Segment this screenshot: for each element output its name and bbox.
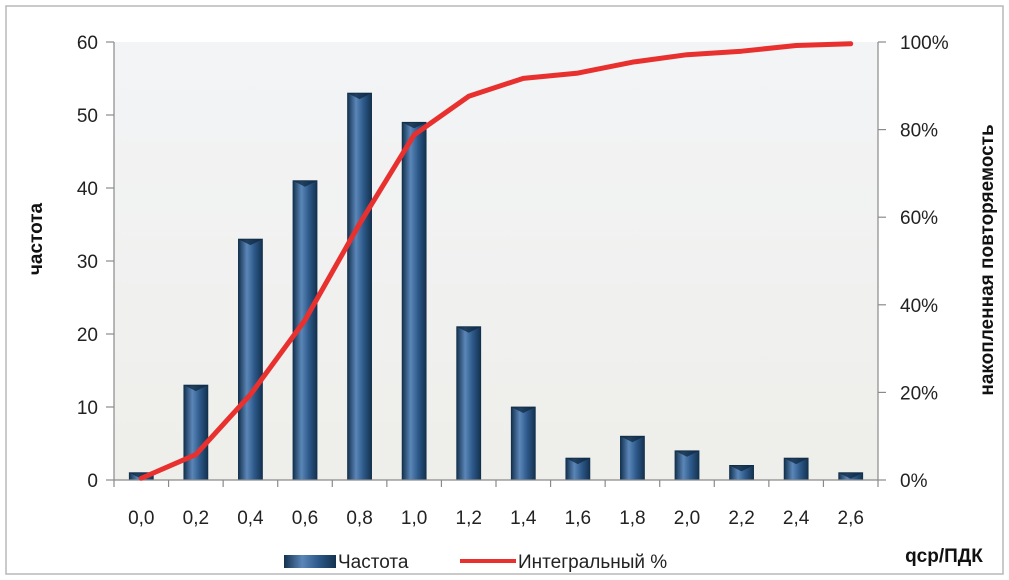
y-tick-label: 60: [77, 33, 98, 54]
y-axis-title: частота: [26, 202, 47, 275]
bar: [620, 435, 645, 481]
line-point: [193, 452, 198, 457]
legend-label-bar: Частота: [338, 552, 409, 573]
bar-bevel: [456, 326, 481, 333]
bar: [183, 384, 209, 481]
bars-group: [128, 92, 864, 481]
x-tick-label: 2,4: [783, 508, 810, 529]
x-tick-label: 2,0: [674, 508, 700, 529]
bar-bevel: [838, 472, 863, 479]
y-tick-label: 50: [77, 106, 98, 127]
line-point: [303, 318, 307, 323]
line-point: [575, 71, 580, 76]
y-tick-label: 30: [77, 252, 98, 273]
y-tick-label: 40: [77, 179, 98, 200]
bar-bevel: [511, 407, 536, 413]
line-point: [630, 60, 635, 65]
line-point: [248, 392, 253, 397]
axes-group: [106, 41, 886, 487]
line-point: [848, 41, 853, 46]
line-point: [521, 76, 526, 81]
plot-area: [114, 42, 878, 480]
bar-bevel: [293, 180, 317, 187]
x-axis-title: qср/ПДК: [905, 546, 983, 567]
line-point: [685, 52, 689, 57]
line-point: [139, 476, 144, 481]
cumulative-line: [138, 41, 854, 481]
y-right-tick-label: 100%: [900, 33, 949, 54]
bar-bevel: [729, 465, 754, 472]
bar-bevel: [347, 93, 372, 100]
bar-bevel: [675, 450, 699, 457]
x-tick-label: 0,4: [237, 508, 264, 529]
y-right-tick-label: 0%: [900, 471, 928, 492]
x-tick-label: 0,6: [292, 508, 318, 529]
legend-swatch-bar: [284, 555, 336, 568]
labels-group: 0 10 20 30 40 50 60 0% 20% 40% 60% 80% 100% 0,0 0,2 0,4…: [77, 33, 949, 529]
y-tick-label: 20: [77, 325, 98, 346]
y-right-tick-label: 20%: [900, 383, 938, 404]
y-axis-right-title: накопленная повторяемость: [977, 124, 998, 395]
bar-bevel: [620, 436, 645, 443]
y-tick-label: 10: [77, 398, 98, 419]
x-tick-label: 1,0: [401, 508, 427, 529]
line-point: [466, 94, 471, 99]
y-right-tick-label: 80%: [900, 121, 938, 142]
bar-bevel: [565, 458, 590, 465]
line-point: [739, 49, 744, 54]
bar-bevel: [183, 385, 208, 392]
x-tick-label: 1,6: [565, 508, 591, 529]
line-point: [357, 221, 362, 226]
x-tick-label: 1,8: [619, 508, 645, 529]
bar-bevel: [784, 458, 809, 465]
y-right-tick-label: 60%: [900, 208, 938, 229]
x-tick-label: 0,8: [346, 508, 372, 529]
legend: Частота Интегральный %: [284, 552, 667, 573]
bar: [401, 121, 427, 481]
line-point: [794, 43, 799, 48]
legend-label-line: Интегральный %: [518, 552, 667, 573]
bar-bevel: [402, 122, 427, 129]
x-tick-label: 2,2: [728, 508, 754, 529]
bar: [510, 406, 536, 481]
y-right-tick-label: 40%: [900, 296, 938, 317]
x-tick-label: 1,2: [456, 508, 482, 529]
y-tick-label: 0: [87, 471, 98, 492]
line-point: [412, 132, 417, 137]
x-tick-label: 0,2: [183, 508, 209, 529]
bar-bevel: [238, 239, 263, 246]
bar: [347, 92, 372, 481]
x-tick-label: 1,4: [510, 508, 537, 529]
x-tick-label: 2,6: [838, 508, 864, 529]
line-group: [138, 41, 854, 481]
x-tick-label: 0,0: [128, 508, 154, 529]
bar: [456, 326, 482, 481]
bar: [238, 238, 263, 481]
